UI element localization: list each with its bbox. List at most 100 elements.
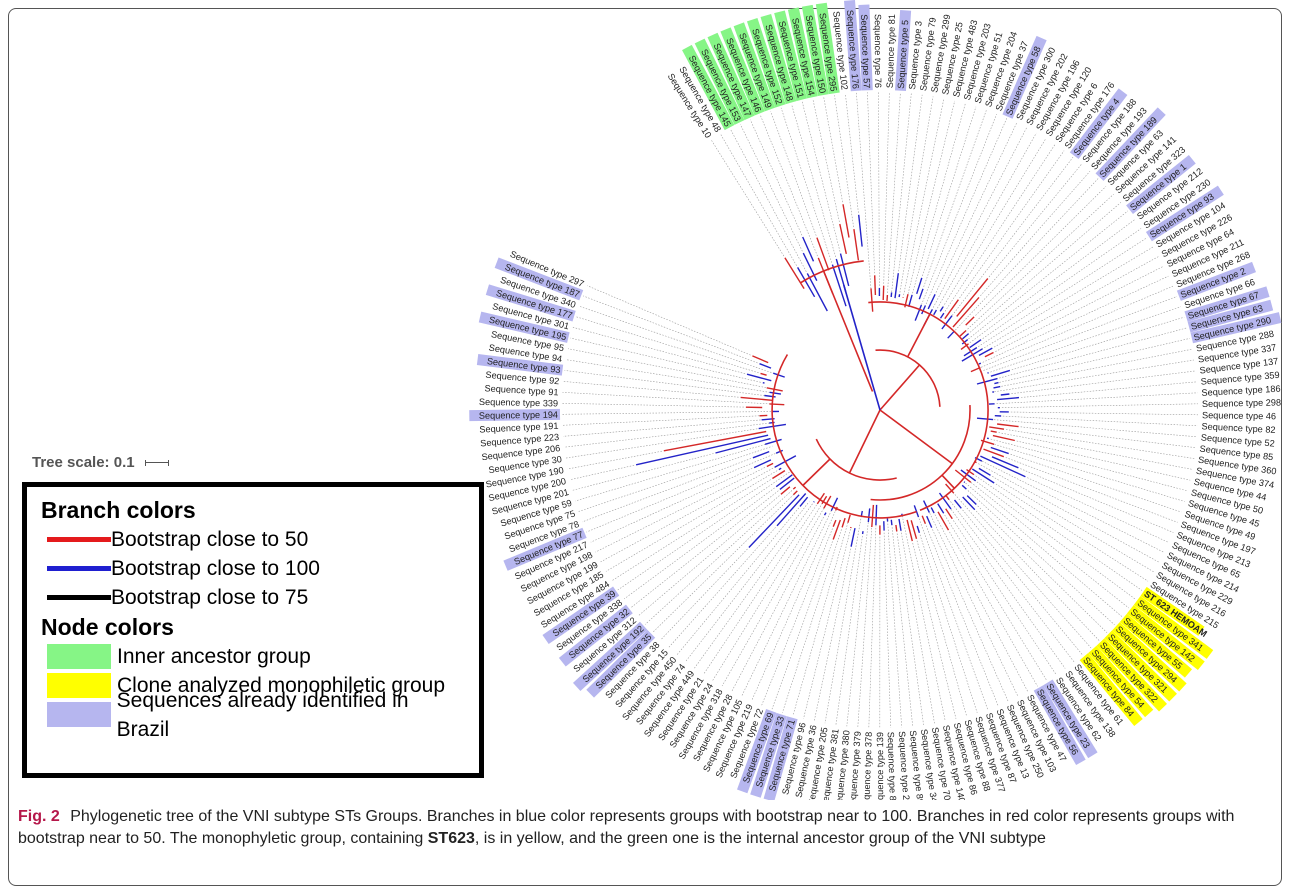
guide-line <box>1020 381 1197 398</box>
tip-highlight <box>503 527 587 571</box>
guide-line <box>720 134 797 266</box>
tip-label: Sequence type 80 <box>886 732 899 800</box>
legend-node-brazil: Sequences already identified in Brazil <box>41 689 465 741</box>
tip-label: Sequence type 5 <box>894 10 912 92</box>
guide-line <box>891 527 913 727</box>
guide-line <box>624 487 775 600</box>
guide-line <box>570 337 761 383</box>
guide-line <box>949 531 1038 687</box>
tip-label-text: Sequence type 139 <box>875 732 885 800</box>
guide-line <box>916 540 967 717</box>
tip-branch <box>910 520 918 539</box>
guide-line <box>771 541 833 710</box>
guide-line <box>903 98 945 296</box>
tip-branch <box>663 430 767 452</box>
guide-line <box>751 508 837 702</box>
tip-branch <box>775 474 793 488</box>
guide-line <box>975 510 1100 641</box>
guide-line <box>600 456 795 563</box>
tip-label: Sequence type 91 <box>484 383 559 397</box>
tip-branch <box>746 373 772 382</box>
guide-line <box>963 210 1129 344</box>
tip-branch <box>874 275 877 296</box>
guide-line <box>896 533 924 726</box>
tip-branch <box>913 505 920 518</box>
guide-line <box>931 509 1029 692</box>
tip-branch <box>779 477 795 490</box>
tip-branch <box>969 339 982 349</box>
guide-line <box>761 528 833 706</box>
guide-line <box>990 438 1188 492</box>
tip-branch <box>850 527 856 547</box>
guide-line <box>972 285 1174 372</box>
tip-label: Sequence type 378 <box>861 732 874 800</box>
guide-line <box>567 348 781 391</box>
tip-highlight <box>478 311 570 343</box>
guide-line <box>565 359 779 395</box>
guide-line <box>660 548 748 641</box>
tip-highlight <box>1119 613 1193 678</box>
tip-branch <box>937 503 945 514</box>
tip-highlight <box>476 354 564 376</box>
tip-highlight <box>485 284 576 322</box>
tip-label: Sequence type 22 <box>897 731 912 800</box>
guide-line <box>803 529 851 719</box>
tip-branch <box>841 517 846 528</box>
guide-line <box>857 506 874 728</box>
tip-branch <box>752 450 770 459</box>
tip-label: Sequence type 194 <box>469 408 561 422</box>
tip-branch <box>793 490 798 496</box>
tip-label: Sequence type 81 <box>885 14 897 88</box>
tip-branch <box>898 294 901 298</box>
tip-label: Sequence type 76 <box>873 14 883 88</box>
tip-branch <box>991 456 1019 469</box>
guide-line <box>611 479 771 582</box>
guide-line <box>953 520 1057 675</box>
guide-line <box>977 505 1108 633</box>
tip-highlight <box>494 257 584 301</box>
guide-line <box>924 127 1027 324</box>
tip-branch <box>970 366 981 373</box>
guide-line <box>567 450 662 470</box>
guide-line <box>968 470 1143 591</box>
tip-highlight <box>1033 685 1086 766</box>
guide-line <box>562 392 783 405</box>
tip-highlight <box>801 4 829 97</box>
tip-label-text: Sequence type 194 <box>479 410 558 421</box>
guide-line <box>944 144 1056 312</box>
legend-node-inner: Inner ancestor group <box>41 642 465 671</box>
guide-line <box>978 463 1160 563</box>
guide-line <box>990 306 1181 373</box>
guide-line <box>846 510 870 727</box>
tip-branch <box>898 518 902 531</box>
tip-branch <box>764 394 776 398</box>
guide-line <box>905 100 955 306</box>
tip-highlight <box>1088 645 1154 718</box>
guide-line <box>963 246 1154 361</box>
legend-branch-red-label: Bootstrap close to 50 <box>111 528 309 551</box>
tip-branch <box>938 492 952 510</box>
tree-branches <box>635 204 1026 548</box>
guide-line <box>740 124 803 252</box>
guide-line <box>587 285 751 356</box>
clade-arc <box>870 405 971 501</box>
tip-highlight <box>1095 107 1166 181</box>
tip-label-text: Sequence type 186 <box>1201 384 1281 398</box>
tip-label-text: Sequence type 81 <box>885 14 897 88</box>
tip-branch <box>983 448 1005 458</box>
tip-highlight <box>542 586 620 645</box>
guide-line <box>644 490 793 625</box>
guide-line <box>891 93 912 296</box>
tip-branch <box>993 385 1001 389</box>
tip-branch <box>715 437 771 454</box>
caption-figure-number: Fig. 2 <box>18 808 60 825</box>
tip-branch <box>933 309 938 316</box>
tip-branch <box>816 492 825 505</box>
guide-line <box>834 95 854 228</box>
tip-branch <box>966 469 975 476</box>
guide-line <box>1016 440 1191 481</box>
guide-line <box>595 467 766 553</box>
tip-branch <box>764 438 782 445</box>
guide-line <box>887 92 901 294</box>
tip-highlight <box>1133 596 1214 659</box>
